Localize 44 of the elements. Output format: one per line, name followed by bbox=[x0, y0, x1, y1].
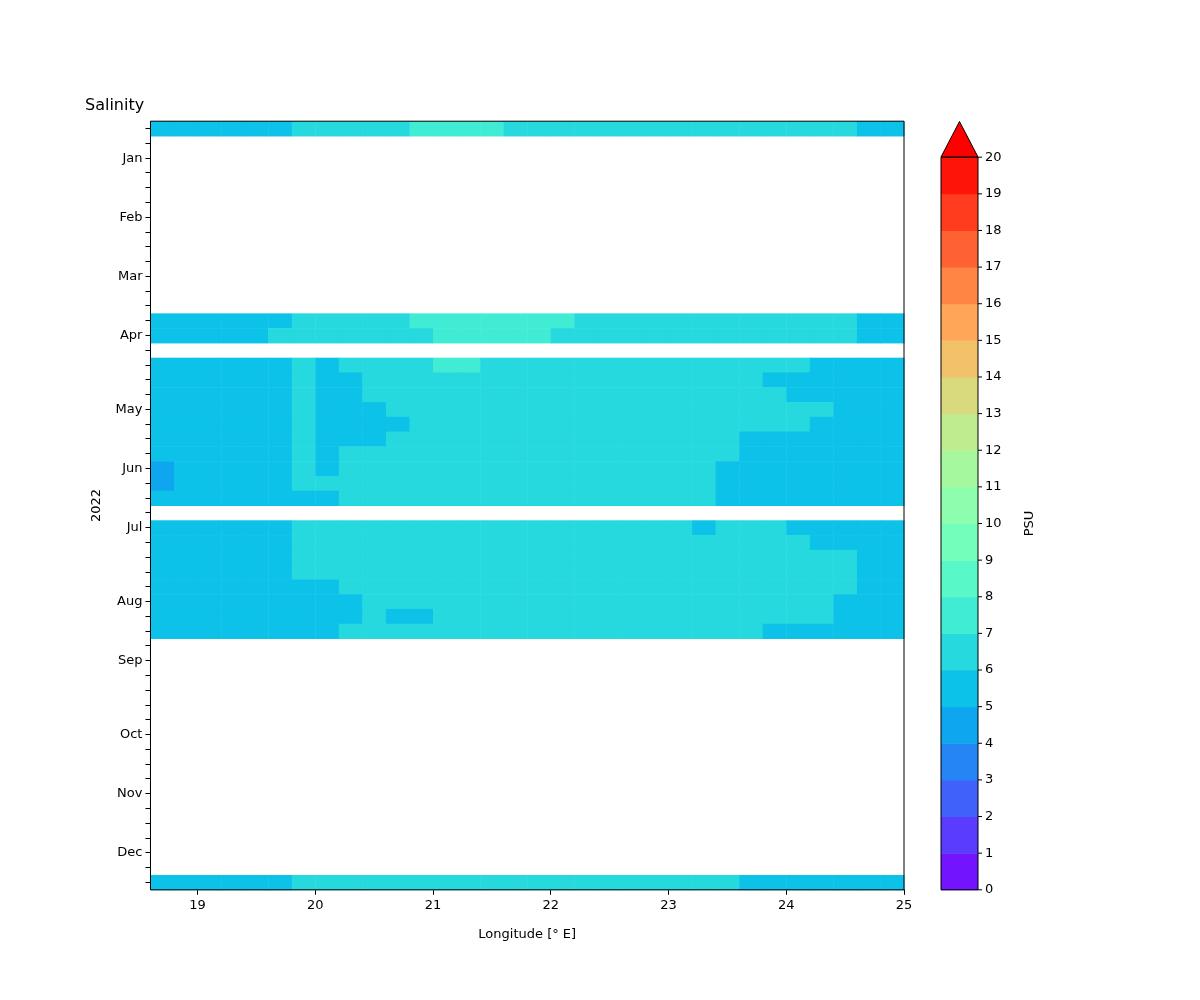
color-bar-label: 5 bbox=[985, 698, 994, 714]
x-axis-title: Longitude [° E] bbox=[478, 925, 577, 941]
color-bar-label: 14 bbox=[985, 368, 1002, 384]
x-tick-label: 20 bbox=[307, 896, 324, 912]
color-bar-label: 0 bbox=[985, 881, 994, 897]
x-tick-label: 19 bbox=[189, 896, 206, 912]
y-tick-label: Oct bbox=[119, 725, 143, 741]
x-tick-label: 25 bbox=[895, 896, 913, 912]
y-tick-label: Apr bbox=[119, 326, 144, 342]
color-bar-label: 10 bbox=[985, 514, 1002, 530]
color-bar-label: 7 bbox=[985, 624, 994, 640]
color-bar-label: 20 bbox=[985, 148, 1002, 164]
y-tick-label: Aug bbox=[117, 592, 143, 608]
color-bar-label: 18 bbox=[985, 221, 1002, 237]
color-bar-label: 2 bbox=[985, 807, 994, 823]
y-axis-title: 2022 bbox=[88, 488, 104, 523]
color-bar-label: 12 bbox=[985, 441, 1002, 457]
y-tick-label: Jun bbox=[121, 459, 143, 475]
y-tick-label: Sep bbox=[117, 652, 143, 668]
y-tick-label: Mar bbox=[117, 267, 144, 283]
y-tick-label: Feb bbox=[119, 208, 143, 224]
x-tick-label: 23 bbox=[660, 896, 677, 912]
color-bar-label: 19 bbox=[985, 185, 1002, 201]
y-tick-label: Nov bbox=[117, 785, 143, 801]
color-bar-label: 3 bbox=[985, 771, 994, 787]
y-tick-label: Dec bbox=[117, 844, 143, 860]
color-bar-label: 8 bbox=[985, 588, 994, 604]
color-bar-label: 13 bbox=[985, 404, 1002, 420]
x-tick-label: 21 bbox=[424, 896, 442, 912]
color-bar-label: 9 bbox=[985, 551, 994, 567]
color-bar-title: PSU bbox=[1021, 510, 1037, 537]
x-tick-label: 22 bbox=[542, 896, 560, 912]
chart-title: Salinity bbox=[85, 94, 145, 114]
color-bar-label: 11 bbox=[985, 478, 1002, 494]
x-tick-label: 24 bbox=[777, 896, 795, 912]
color-bar-label: 15 bbox=[985, 331, 1002, 347]
y-tick-label: Jan bbox=[121, 149, 143, 165]
color-bar-label: 4 bbox=[985, 734, 994, 750]
color-bar-label: 17 bbox=[985, 258, 1002, 274]
color-bar-label: 16 bbox=[985, 295, 1002, 311]
y-tick-label: Jul bbox=[125, 519, 143, 535]
y-tick-label: May bbox=[115, 400, 143, 416]
color-bar-label: 6 bbox=[985, 661, 994, 677]
color-bar-label: 1 bbox=[985, 844, 994, 860]
